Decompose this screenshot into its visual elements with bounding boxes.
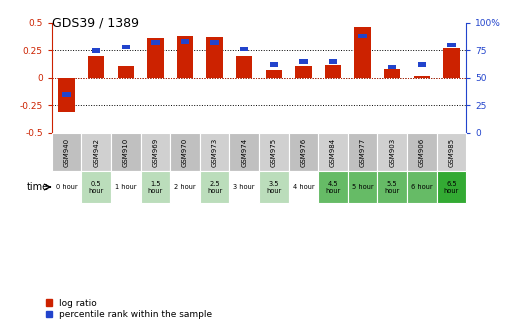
Bar bbox=[52, 133, 81, 171]
Bar bbox=[348, 171, 378, 203]
Text: 4.5
hour: 4.5 hour bbox=[325, 181, 341, 194]
Bar bbox=[140, 133, 170, 171]
Bar bbox=[407, 171, 437, 203]
Text: 5 hour: 5 hour bbox=[352, 184, 373, 190]
Bar bbox=[92, 48, 100, 53]
Text: 0.5
hour: 0.5 hour bbox=[89, 181, 104, 194]
Text: 2.5
hour: 2.5 hour bbox=[207, 181, 222, 194]
Bar bbox=[240, 47, 248, 51]
Bar bbox=[289, 133, 318, 171]
Text: GSM942: GSM942 bbox=[93, 138, 99, 166]
Bar bbox=[140, 171, 170, 203]
Bar bbox=[325, 65, 341, 78]
Bar bbox=[81, 171, 111, 203]
Bar bbox=[210, 41, 219, 45]
Bar bbox=[200, 133, 229, 171]
Bar bbox=[63, 92, 71, 96]
Text: 3 hour: 3 hour bbox=[234, 184, 255, 190]
Bar bbox=[437, 171, 466, 203]
Bar bbox=[207, 37, 223, 78]
Bar bbox=[111, 133, 140, 171]
Bar bbox=[59, 78, 75, 112]
Bar bbox=[388, 65, 396, 69]
Bar bbox=[200, 171, 229, 203]
Bar bbox=[170, 133, 200, 171]
Text: 1 hour: 1 hour bbox=[115, 184, 137, 190]
Bar bbox=[318, 171, 348, 203]
Text: 4 hour: 4 hour bbox=[293, 184, 314, 190]
Bar bbox=[407, 133, 437, 171]
Bar bbox=[236, 56, 252, 78]
Text: GSM910: GSM910 bbox=[123, 137, 129, 167]
Text: 6 hour: 6 hour bbox=[411, 184, 433, 190]
Bar bbox=[295, 66, 311, 78]
Text: GSM984: GSM984 bbox=[330, 137, 336, 166]
Bar bbox=[118, 66, 134, 78]
Bar bbox=[88, 56, 104, 78]
Bar bbox=[259, 171, 289, 203]
Bar bbox=[229, 133, 259, 171]
Text: 3.5
hour: 3.5 hour bbox=[266, 181, 281, 194]
Bar bbox=[354, 27, 371, 78]
Bar bbox=[151, 41, 160, 45]
Bar bbox=[378, 133, 407, 171]
Bar bbox=[111, 171, 140, 203]
Text: GSM977: GSM977 bbox=[359, 137, 366, 167]
Bar bbox=[447, 43, 455, 47]
Text: 6.5
hour: 6.5 hour bbox=[444, 181, 459, 194]
Bar bbox=[177, 36, 193, 78]
Bar bbox=[299, 59, 308, 63]
Text: GSM976: GSM976 bbox=[300, 137, 307, 167]
Text: GSM973: GSM973 bbox=[211, 137, 218, 167]
Bar bbox=[418, 62, 426, 67]
Bar bbox=[259, 133, 289, 171]
Text: time: time bbox=[27, 182, 49, 192]
Text: GSM974: GSM974 bbox=[241, 137, 247, 166]
Text: GSM903: GSM903 bbox=[389, 137, 395, 167]
Bar bbox=[414, 76, 430, 78]
Text: 5.5
hour: 5.5 hour bbox=[384, 181, 400, 194]
Bar bbox=[170, 171, 200, 203]
Text: GSM906: GSM906 bbox=[419, 137, 425, 167]
Bar bbox=[443, 48, 459, 78]
Text: GSM975: GSM975 bbox=[271, 137, 277, 166]
Text: GSM970: GSM970 bbox=[182, 137, 188, 167]
Legend: log ratio, percentile rank within the sample: log ratio, percentile rank within the sa… bbox=[46, 299, 212, 319]
Bar bbox=[329, 59, 337, 63]
Bar bbox=[378, 171, 407, 203]
Bar bbox=[229, 171, 259, 203]
Bar bbox=[52, 171, 81, 203]
Bar bbox=[266, 70, 282, 78]
Bar bbox=[81, 133, 111, 171]
Bar bbox=[122, 45, 130, 49]
Bar bbox=[318, 133, 348, 171]
Text: GSM985: GSM985 bbox=[449, 137, 454, 166]
Bar bbox=[358, 34, 367, 38]
Text: GSM969: GSM969 bbox=[152, 137, 159, 167]
Bar bbox=[437, 133, 466, 171]
Text: 0 hour: 0 hour bbox=[56, 184, 77, 190]
Bar bbox=[289, 171, 318, 203]
Bar bbox=[384, 69, 400, 78]
Bar bbox=[147, 38, 164, 78]
Bar bbox=[181, 39, 189, 44]
Text: 2 hour: 2 hour bbox=[174, 184, 196, 190]
Bar bbox=[270, 62, 278, 67]
Bar bbox=[348, 133, 378, 171]
Text: GSM940: GSM940 bbox=[64, 137, 69, 166]
Text: 1.5
hour: 1.5 hour bbox=[148, 181, 163, 194]
Text: GDS39 / 1389: GDS39 / 1389 bbox=[52, 16, 139, 29]
